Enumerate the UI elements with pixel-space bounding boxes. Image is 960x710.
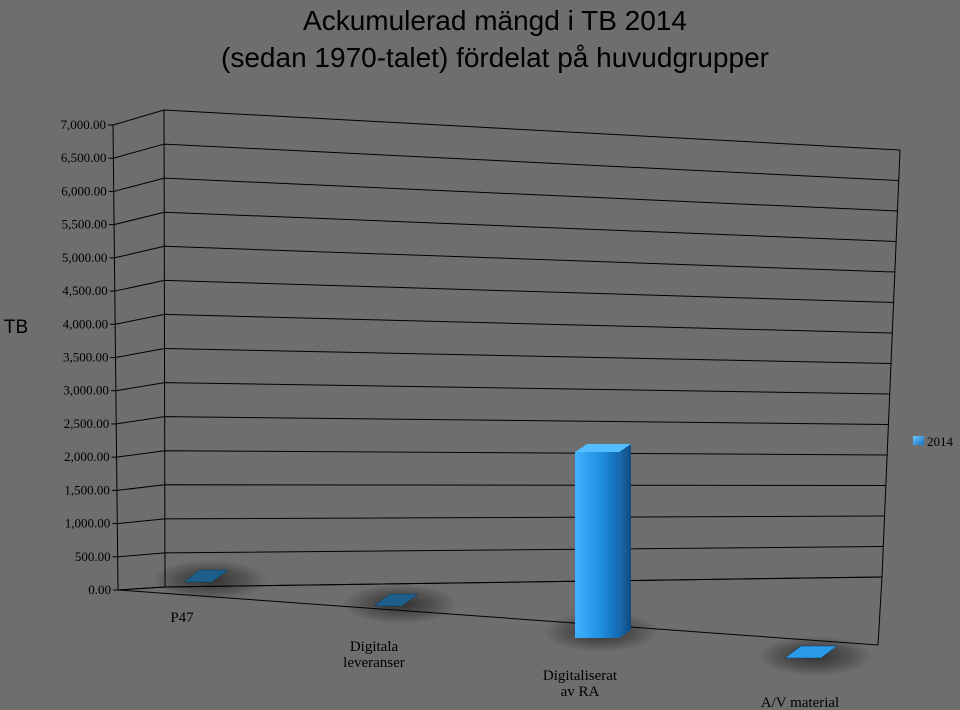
y-tick-label: 2,000.00 <box>64 449 110 464</box>
bar-group <box>757 636 873 676</box>
bar-top <box>575 444 631 452</box>
x-category-label: Digitala <box>350 639 399 655</box>
y-tick-label: 6,000.00 <box>61 183 107 198</box>
bar-group <box>342 584 458 624</box>
chart-title: Ackumulerad mängd i TB 2014 (sedan 1970-… <box>0 0 960 76</box>
y-tick-label: 1,000.00 <box>65 516 111 531</box>
bar-group <box>152 560 268 600</box>
y-tick-label: 500.00 <box>75 549 111 564</box>
y-tick-label: 1,500.00 <box>64 482 110 497</box>
bar <box>784 645 838 659</box>
x-category-label: leveranser <box>343 655 405 671</box>
gridline <box>113 211 897 242</box>
back-right-edge <box>881 149 901 578</box>
bar-layer <box>152 444 873 676</box>
gridline <box>116 450 888 458</box>
y-tick-label: 4,500.00 <box>62 283 108 298</box>
y-tick-label: 5,500.00 <box>62 217 108 232</box>
gridline <box>116 416 889 425</box>
y-tick-label: 0.00 <box>88 582 111 597</box>
x-category-label: av RA <box>561 684 600 700</box>
y-tick-label: 2,500.00 <box>64 416 110 431</box>
gridline <box>117 515 885 525</box>
gridline <box>112 109 901 151</box>
y-tick-label: 3,500.00 <box>63 350 109 365</box>
grid-layer <box>112 109 901 591</box>
y-tick-label: 3,000.00 <box>63 383 109 398</box>
bar-group <box>543 444 659 652</box>
gridline <box>117 546 884 558</box>
y-axis-label: TB <box>4 317 28 338</box>
x-category-label: A/V material <box>761 695 839 710</box>
y-tick-label: 4,000.00 <box>63 316 109 331</box>
gridline <box>116 484 886 491</box>
gridline <box>115 382 890 395</box>
back-left-edge <box>163 109 166 588</box>
gridline <box>113 177 898 212</box>
chart-title-line-2: (sedan 1970-talet) fördelat på huvudgrup… <box>221 42 769 73</box>
bar <box>183 569 229 583</box>
y-axis-line <box>112 124 119 591</box>
y-tick-label: 5,000.00 <box>62 250 108 265</box>
bar <box>575 452 619 638</box>
x-category-label: Digitaliserat <box>543 668 618 684</box>
gridline <box>114 245 895 273</box>
label-layer: 0.00 500.00 1,000.00 1,500.00 2,000.00 2,500.… <box>4 117 839 710</box>
axis-layer <box>108 109 901 646</box>
gridline <box>115 347 892 364</box>
legend: 2014 <box>913 434 954 449</box>
chart-title-line-1: Ackumulerad mängd i TB 2014 <box>303 5 687 36</box>
gridline <box>113 143 899 181</box>
legend-label: 2014 <box>927 434 954 449</box>
y-tick-label: 7,000.00 <box>61 117 107 132</box>
legend-swatch <box>913 436 924 445</box>
gridline <box>114 279 894 303</box>
bar-side <box>619 444 631 638</box>
gridline <box>115 313 893 334</box>
x-category-label: P47 <box>170 610 194 626</box>
y-tick-label: 6,500.00 <box>61 150 107 165</box>
bar <box>373 593 419 607</box>
